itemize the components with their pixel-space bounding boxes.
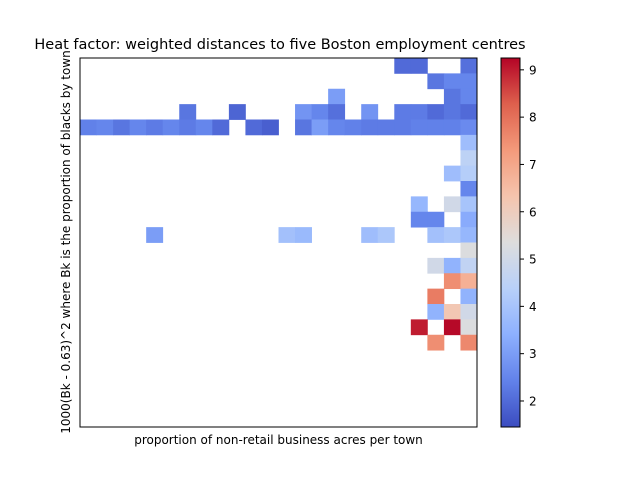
heatmap-cell <box>311 119 329 136</box>
heatmap-cells <box>80 58 478 351</box>
heatmap-cell <box>96 119 114 136</box>
heatmap-cell <box>361 119 379 136</box>
colorbar-ticks: 2 3 4 5 6 7 8 9 <box>520 63 537 408</box>
heatmap-cell <box>460 88 478 105</box>
colorbar-tick-label: 4 <box>529 300 537 314</box>
heatmap-cell <box>443 304 461 320</box>
heatmap-cell <box>344 119 362 136</box>
heatmap-cell <box>394 104 412 120</box>
heatmap-cell <box>228 104 246 120</box>
heatmap-cell <box>443 88 461 105</box>
heatmap-cell <box>460 304 478 320</box>
heatmap-cell <box>328 104 346 120</box>
heatmap-cell <box>410 196 428 213</box>
colorbar-tick-label: 5 <box>529 253 537 267</box>
heatmap-cell <box>427 288 445 305</box>
heatmap-cell <box>212 119 230 136</box>
heatmap-cell <box>443 319 461 336</box>
colorbar-tick-label: 9 <box>529 63 537 77</box>
heatmap-cell <box>427 119 445 136</box>
heatmap-cell <box>328 88 346 105</box>
heatmap-cell <box>80 119 97 136</box>
heatmap-cell <box>179 104 197 120</box>
heatmap-cell <box>261 119 279 136</box>
heatmap-cell <box>278 227 296 243</box>
heatmap-cell <box>129 119 147 136</box>
heatmap-cell <box>427 227 445 243</box>
heatmap-cell <box>410 119 428 136</box>
heatmap-cell <box>295 227 312 243</box>
heatmap-cell <box>295 119 312 136</box>
heatmap-cell <box>427 211 445 228</box>
heatmap-cell <box>443 196 461 213</box>
y-axis-label: 1000(Bk - 0.63)^2 where Bk is the propor… <box>59 50 73 433</box>
heatmap-cell <box>410 319 428 336</box>
heatmap-cell <box>460 150 478 167</box>
heatmap-cell <box>460 257 478 274</box>
heatmap-cell <box>328 119 346 136</box>
heatmap-cell <box>427 334 445 351</box>
heatmap-cell <box>443 257 461 274</box>
heatmap-cell <box>427 304 445 320</box>
colorbar-tick-label: 3 <box>529 347 537 361</box>
heatmap-cell <box>460 119 478 136</box>
x-axis-label: proportion of non-retail business acres … <box>134 433 423 447</box>
heatmap-cell <box>427 257 445 274</box>
heatmap-cell <box>113 119 131 136</box>
heatmap-cell <box>460 288 478 305</box>
heatmap-cell <box>460 104 478 120</box>
heatmap-cell <box>443 119 461 136</box>
chart-title: Heat factor: weighted distances to five … <box>34 37 525 53</box>
heatmap-cell <box>443 73 461 90</box>
heatmap-cell <box>377 227 395 243</box>
heatmap-cell <box>195 119 213 136</box>
heatmap-cell <box>146 227 164 243</box>
heatmap-cell <box>460 181 478 197</box>
heatmap-cell <box>146 119 164 136</box>
heatmap-cell <box>361 227 379 243</box>
heatmap-cell <box>460 73 478 90</box>
heatmap-cell <box>460 134 478 151</box>
heatmap-cell <box>443 104 461 120</box>
heatmap-cell <box>245 119 263 136</box>
heatmap-cell <box>410 58 428 74</box>
heatmap-cell <box>295 104 312 120</box>
colorbar-tick-label: 2 <box>529 394 537 408</box>
heatmap-cell <box>443 165 461 182</box>
heatmap-cell <box>460 334 478 351</box>
colorbar: 2 3 4 5 6 7 8 9 <box>500 57 537 428</box>
heatmap-cell <box>179 119 197 136</box>
colorbar-tick-label: 7 <box>529 158 537 172</box>
heatmap-cell <box>361 104 379 120</box>
heatmap-cell <box>394 119 412 136</box>
heatmap-cell <box>460 196 478 213</box>
heatmap-cell <box>311 104 329 120</box>
heatmap-cell <box>443 227 461 243</box>
heatmap-cell <box>460 273 478 290</box>
heatmap-cell <box>427 73 445 90</box>
colorbar-gradient <box>500 57 521 428</box>
heatmap-cell <box>410 104 428 120</box>
plot-frame <box>79 57 478 428</box>
heatmap-cell <box>460 58 478 74</box>
heatmap-cell <box>460 227 478 243</box>
colorbar-tick-label: 6 <box>529 205 537 219</box>
heatmap-cell <box>394 58 412 74</box>
heatmap-cell <box>162 119 180 136</box>
heatmap-cell <box>443 273 461 290</box>
heatmap-cell <box>410 211 428 228</box>
heatmap-cell <box>460 211 478 228</box>
colorbar-tick-label: 8 <box>529 111 537 125</box>
heatmap-cell <box>460 165 478 182</box>
heatmap-cell <box>460 319 478 336</box>
heatmap-cell <box>427 104 445 120</box>
heatmap-cell <box>460 242 478 259</box>
heatmap-cell <box>377 119 395 136</box>
